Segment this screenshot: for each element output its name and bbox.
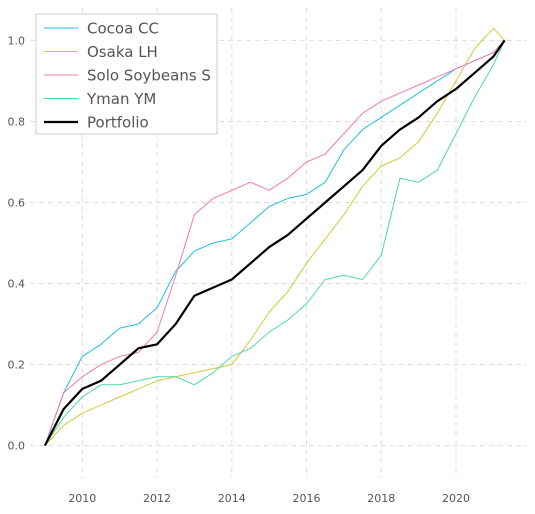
series-line-2 xyxy=(44,40,505,446)
y-tick-label: 0.2 xyxy=(8,359,26,372)
x-tick-label: 2014 xyxy=(218,492,246,505)
x-tick-label: 2016 xyxy=(293,492,321,505)
legend-label: Solo Soybeans S xyxy=(87,67,211,85)
x-tick-label: 2018 xyxy=(367,492,395,505)
series-line-0 xyxy=(44,40,505,446)
x-tick-label: 2012 xyxy=(143,492,171,505)
y-tick-label: 0.8 xyxy=(8,115,26,128)
y-tick-label: 0.4 xyxy=(8,278,26,291)
y-tick-label: 1.0 xyxy=(8,34,26,47)
series-line-4 xyxy=(43,39,506,447)
grid xyxy=(30,8,527,478)
series-line-3 xyxy=(44,40,506,446)
legend-box xyxy=(35,13,218,135)
y-tick-label: 0.0 xyxy=(8,440,26,453)
legend-label: Cocoa CC xyxy=(87,20,159,38)
legend-label: Portfolio xyxy=(87,114,149,132)
legend-label: Yman YM xyxy=(86,90,156,108)
x-tick-label: 2010 xyxy=(68,492,96,505)
series-lines xyxy=(43,27,506,447)
legend-label: Osaka LH xyxy=(87,43,158,61)
series-line-1 xyxy=(44,27,505,446)
x-tick-label: 2020 xyxy=(442,492,470,505)
legend: Cocoa CC Osaka LH Solo Soybeans S Yman YM Po… xyxy=(35,13,218,135)
tick-labels: 2010 2012 2014 2016 2018 2020 0.0 0.2 0.4 0.6 0.8 1… xyxy=(8,34,471,505)
y-tick-label: 0.6 xyxy=(8,196,26,209)
